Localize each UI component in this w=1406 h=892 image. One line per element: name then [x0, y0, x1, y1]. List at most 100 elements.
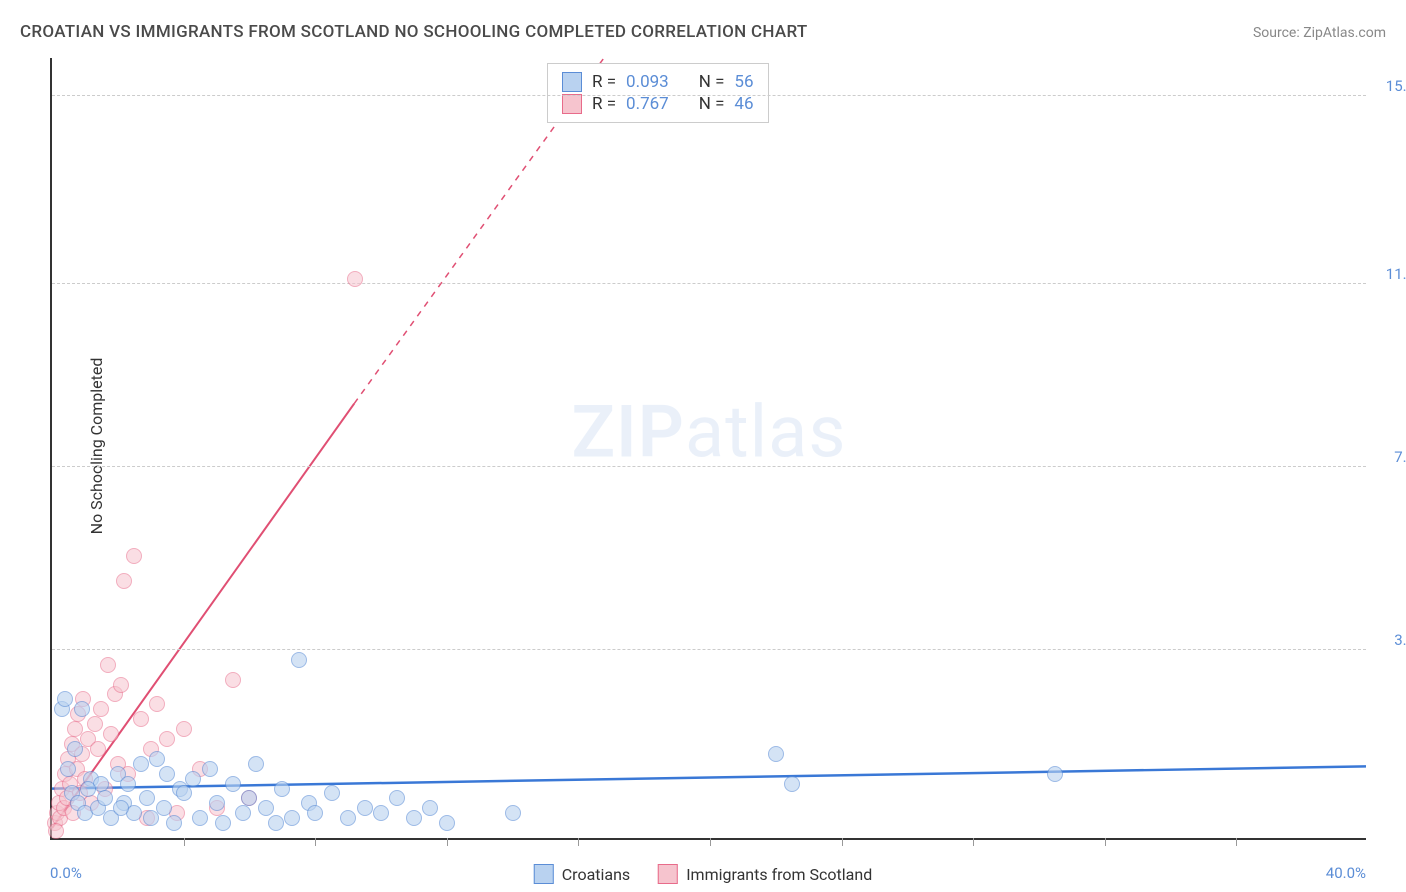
stat-legend-box: R = 0.093 N = 56 R = 0.767 N = 46 [547, 63, 769, 123]
x-tick [447, 838, 448, 846]
x-tick [315, 838, 316, 846]
scatter-point-a [97, 790, 113, 806]
y-tick-label: 7.5% [1371, 448, 1406, 466]
x-tick [1236, 838, 1237, 846]
scatter-point-b [93, 701, 109, 717]
scatter-point-a [340, 810, 356, 826]
x-axis-min-label: 0.0% [50, 864, 82, 882]
x-tick [710, 838, 711, 846]
scatter-point-a [235, 805, 251, 821]
y-tick-label: 15.0% [1371, 77, 1406, 95]
scatter-point-a [159, 766, 175, 782]
r-value-a: 0.093 [626, 72, 669, 92]
bottom-legend: Croatians Immigrants from Scotland [534, 864, 872, 884]
x-tick [1105, 838, 1106, 846]
scatter-point-a [166, 815, 182, 831]
r-label-a: R = [592, 72, 616, 92]
scatter-point-a [248, 756, 264, 772]
chart-container: CROATIAN VS IMMIGRANTS FROM SCOTLAND NO … [0, 0, 1406, 892]
scatter-point-a [241, 790, 257, 806]
scatter-point-b [116, 573, 132, 589]
scatter-point-b [87, 716, 103, 732]
legend-swatch-b [658, 864, 678, 884]
legend-label-a: Croatians [562, 865, 630, 884]
scatter-point-a [1047, 766, 1063, 782]
gridline [52, 283, 1366, 284]
scatter-point-a [373, 805, 389, 821]
scatter-point-a [406, 810, 422, 826]
r-value-b: 0.767 [626, 94, 669, 114]
chart-title: CROATIAN VS IMMIGRANTS FROM SCOTLAND NO … [20, 22, 808, 42]
scatter-point-b [48, 823, 64, 839]
scatter-point-b [133, 711, 149, 727]
gridline [52, 95, 1366, 96]
scatter-point-a [274, 781, 290, 797]
scatter-point-a [784, 776, 800, 792]
stat-row-b: R = 0.767 N = 46 [562, 94, 754, 114]
scatter-point-a [120, 776, 136, 792]
gridline [52, 466, 1366, 467]
scatter-point-b [159, 731, 175, 747]
scatter-point-a [74, 701, 90, 717]
n-label-b: N = [699, 94, 725, 114]
scatter-point-a [185, 771, 201, 787]
legend-item-b: Immigrants from Scotland [658, 864, 872, 884]
swatch-series-a [562, 72, 582, 92]
scatter-point-a [176, 785, 192, 801]
scatter-point-b [126, 548, 142, 564]
scatter-point-a [389, 790, 405, 806]
scatter-point-a [67, 741, 83, 757]
scatter-point-b [176, 721, 192, 737]
scatter-point-a [357, 800, 373, 816]
x-axis-max-label: 40.0% [1326, 864, 1366, 882]
scatter-point-a [60, 761, 76, 777]
scatter-point-b [347, 271, 363, 287]
scatter-point-b [113, 677, 129, 693]
n-value-b: 46 [734, 94, 753, 114]
scatter-point-a [324, 785, 340, 801]
stat-row-a: R = 0.093 N = 56 [562, 72, 754, 92]
scatter-point-a [57, 691, 73, 707]
scatter-point-a [422, 800, 438, 816]
scatter-point-a [113, 800, 129, 816]
n-value-a: 56 [734, 72, 753, 92]
swatch-series-b [562, 94, 582, 114]
legend-label-b: Immigrants from Scotland [686, 865, 872, 884]
x-tick [578, 838, 579, 846]
scatter-point-a [149, 751, 165, 767]
y-tick-label: 11.2% [1371, 265, 1406, 283]
scatter-point-a [80, 781, 96, 797]
scatter-point-a [284, 810, 300, 826]
scatter-point-a [505, 805, 521, 821]
n-label-a: N = [699, 72, 725, 92]
gridline [52, 649, 1366, 650]
y-tick-label: 3.8% [1371, 631, 1406, 649]
scatter-point-b [100, 657, 116, 673]
scatter-point-a [768, 746, 784, 762]
scatter-point-a [215, 815, 231, 831]
source-attribution: Source: ZipAtlas.com [1253, 25, 1386, 41]
x-tick [184, 838, 185, 846]
scatter-point-a [133, 756, 149, 772]
scatter-point-a [291, 652, 307, 668]
scatter-point-a [225, 776, 241, 792]
scatter-point-a [439, 815, 455, 831]
scatter-point-a [307, 805, 323, 821]
scatter-point-b [90, 741, 106, 757]
legend-swatch-a [534, 864, 554, 884]
scatter-point-a [139, 790, 155, 806]
scatter-point-a [258, 800, 274, 816]
x-tick [842, 838, 843, 846]
scatter-point-a [268, 815, 284, 831]
scatter-point-a [202, 761, 218, 777]
plot-area: ZIPatlas R = 0.093 N = 56 R = 0.767 N = … [50, 58, 1366, 840]
scatter-point-b [103, 726, 119, 742]
regression-lines-svg [52, 58, 1366, 838]
scatter-point-b [225, 672, 241, 688]
r-label-b: R = [592, 94, 616, 114]
scatter-point-a [209, 795, 225, 811]
regression-line [52, 766, 1366, 788]
legend-item-a: Croatians [534, 864, 630, 884]
scatter-point-a [192, 810, 208, 826]
scatter-point-b [149, 696, 165, 712]
